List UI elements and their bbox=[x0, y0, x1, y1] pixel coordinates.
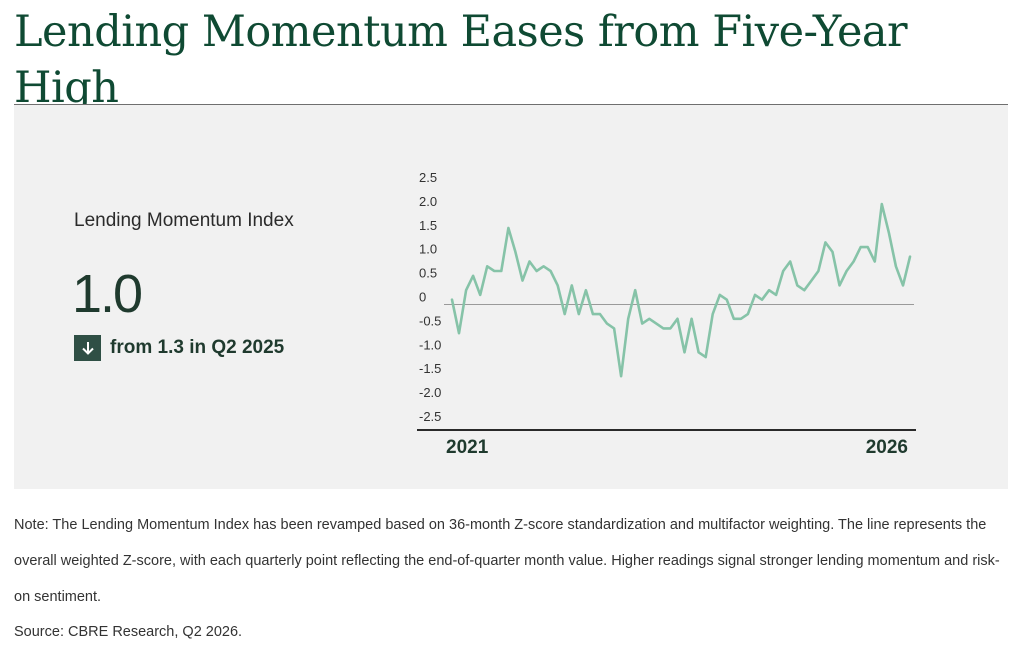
arrow-down-icon bbox=[74, 335, 101, 361]
lending-momentum-chart: 2.5 2.0 1.5 1.0 0.5 0 -0.5 -1.0 -1.5 -2.0 -2.5 202… bbox=[417, 170, 916, 458]
y-tick-label: 1.0 bbox=[419, 242, 437, 257]
y-tick-label: 1.5 bbox=[419, 218, 437, 233]
y-tick-label: 0.5 bbox=[419, 266, 437, 281]
chart-note: Note: The Lending Momentum Index has bee… bbox=[14, 517, 1000, 605]
y-tick-label: 2.5 bbox=[419, 170, 437, 185]
title-divider bbox=[14, 104, 1008, 105]
series-line bbox=[450, 202, 912, 378]
y-tick-label: -2.5 bbox=[419, 409, 441, 424]
y-axis-ticks: 2.5 2.0 1.5 1.0 0.5 0 -0.5 -1.0 -1.5 -2.0 -2.5 bbox=[419, 170, 441, 424]
chart-source: Source: CBRE Research, Q2 2026. bbox=[14, 624, 243, 640]
kpi-change: from 1.3 in Q2 2025 bbox=[74, 335, 284, 361]
kpi-value: 1.0 bbox=[72, 264, 143, 324]
chart-panel bbox=[14, 105, 1008, 489]
y-tick-label: -2.0 bbox=[419, 385, 441, 400]
y-tick-label: 0 bbox=[419, 290, 426, 305]
x-tick-label-start: 2021 bbox=[446, 437, 489, 458]
x-tick-label-end: 2026 bbox=[866, 437, 908, 458]
kpi-label: Lending Momentum Index bbox=[74, 210, 294, 231]
kpi-change-text: from 1.3 in Q2 2025 bbox=[110, 337, 285, 358]
y-tick-label: 2.0 bbox=[419, 194, 437, 209]
y-tick-label: -0.5 bbox=[419, 313, 441, 328]
y-tick-label: -1.0 bbox=[419, 337, 441, 352]
page-title: Lending Momentum Eases from Five-Year Hi… bbox=[14, 7, 908, 113]
y-tick-label: -1.5 bbox=[419, 361, 441, 376]
